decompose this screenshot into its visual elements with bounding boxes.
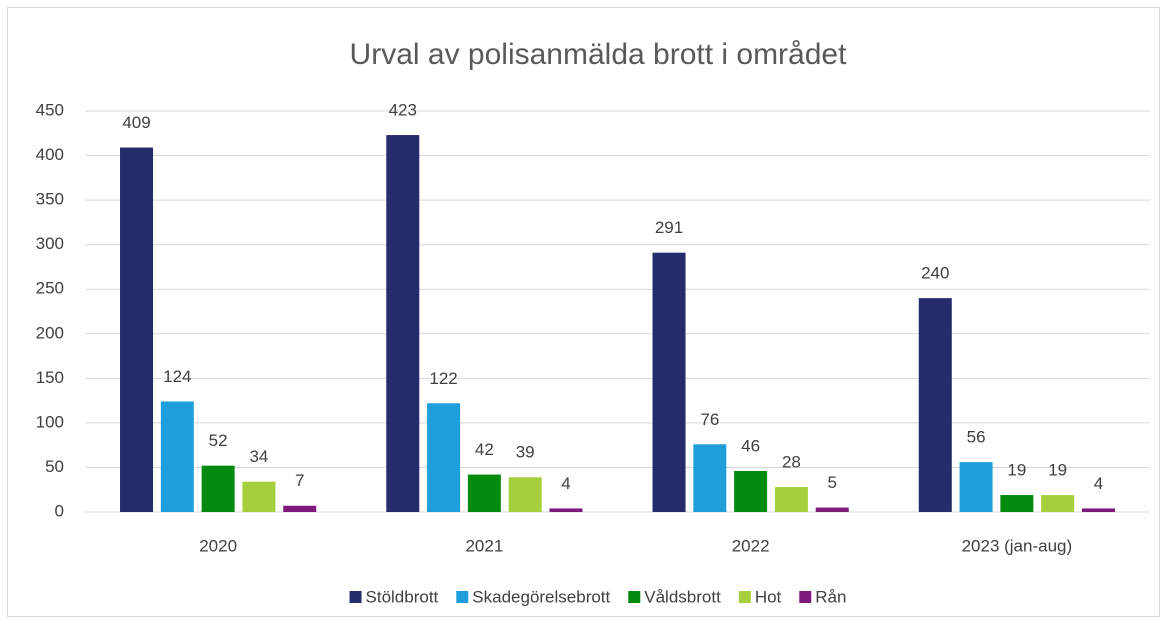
legend-swatch: [628, 591, 641, 603]
bar: [774, 487, 808, 512]
data-label: 39: [516, 443, 535, 462]
legend-label: Skadegörelsebrott: [472, 587, 610, 606]
bar: [734, 471, 768, 512]
bar: [120, 147, 154, 512]
data-label: 34: [249, 447, 268, 466]
bar: [693, 444, 727, 512]
data-label: 52: [209, 431, 228, 450]
data-label: 423: [389, 101, 417, 120]
bar: [815, 507, 849, 512]
data-label: 240: [921, 264, 949, 283]
legend-swatch: [349, 591, 362, 603]
y-tick-label: 450: [36, 100, 64, 119]
bar: [508, 477, 542, 512]
y-tick-label: 0: [55, 501, 64, 520]
legend-label: Våldsbrott: [644, 587, 721, 606]
x-tick-label: 2021: [465, 536, 503, 555]
y-tick-label: 200: [36, 323, 64, 342]
bar: [467, 474, 501, 512]
data-label: 122: [429, 369, 457, 388]
data-label: 4: [561, 474, 570, 493]
data-label: 4: [1094, 474, 1103, 493]
data-label: 56: [967, 428, 986, 447]
bar: [386, 135, 420, 512]
y-tick-label: 350: [36, 190, 64, 209]
data-label: 5: [827, 473, 836, 492]
y-tick-label: 150: [36, 368, 64, 387]
x-tick-label: 2020: [199, 536, 237, 555]
data-label: 7: [295, 471, 304, 490]
legend-swatch: [456, 591, 469, 603]
y-tick-label: 300: [36, 234, 64, 253]
data-label: 19: [1007, 461, 1026, 480]
x-tick-label: 2023 (jan-aug): [962, 536, 1073, 555]
y-tick-label: 100: [36, 412, 64, 431]
bar: [549, 508, 583, 512]
bar: [1000, 495, 1034, 512]
data-label: 46: [741, 436, 760, 455]
data-label: 76: [700, 410, 719, 429]
data-label: 124: [163, 367, 191, 386]
bar: [652, 252, 686, 513]
legend-label: Rån: [815, 587, 846, 606]
legend-swatch: [799, 591, 812, 603]
y-tick-label: 400: [36, 145, 64, 164]
bar: [1081, 508, 1115, 512]
y-tick-label: 250: [36, 279, 64, 298]
legend-swatch: [738, 591, 751, 603]
legend-label: Hot: [755, 587, 782, 606]
data-label: 291: [655, 218, 683, 237]
bar: [242, 481, 276, 512]
chart-title: Urval av polisanmälda brott i området: [350, 38, 848, 71]
bar: [918, 298, 952, 512]
data-label: 28: [782, 453, 801, 472]
legend-label: Stöldbrott: [366, 587, 439, 606]
bar: [201, 465, 235, 512]
chart-frame: [7, 7, 1160, 617]
bar: [1041, 495, 1075, 512]
data-label: 19: [1048, 461, 1067, 480]
y-tick-label: 50: [45, 457, 64, 476]
bar: [160, 401, 194, 512]
data-label: 409: [122, 113, 150, 132]
bar: [959, 462, 993, 512]
x-tick-label: 2022: [732, 536, 770, 555]
bar: [427, 403, 461, 512]
data-label: 42: [475, 440, 494, 459]
bar: [283, 505, 317, 512]
